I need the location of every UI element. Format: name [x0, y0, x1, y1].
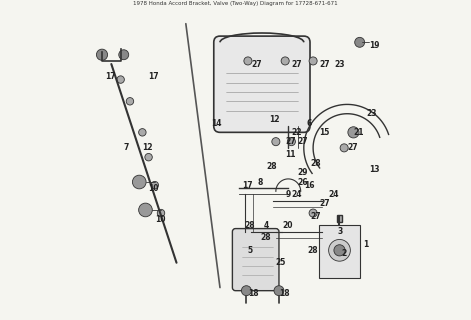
Text: 15: 15 — [319, 128, 330, 137]
Circle shape — [348, 127, 359, 138]
Circle shape — [340, 144, 348, 152]
Text: 19: 19 — [369, 41, 380, 50]
Text: 13: 13 — [369, 165, 380, 174]
Text: 11: 11 — [285, 149, 296, 159]
Text: 28: 28 — [267, 162, 277, 171]
Text: 21: 21 — [353, 128, 364, 137]
Circle shape — [244, 57, 252, 65]
Text: 28: 28 — [307, 246, 317, 255]
Circle shape — [281, 57, 289, 65]
Text: 12: 12 — [142, 143, 153, 152]
Text: 27: 27 — [251, 60, 262, 68]
Text: 2: 2 — [341, 249, 346, 258]
Text: 27: 27 — [347, 143, 358, 152]
Text: 23: 23 — [366, 109, 376, 118]
Text: 26: 26 — [298, 178, 308, 187]
Text: 27: 27 — [319, 199, 330, 208]
Text: 9: 9 — [285, 190, 291, 199]
Circle shape — [132, 175, 146, 189]
Text: 16: 16 — [304, 180, 314, 190]
Text: 17: 17 — [242, 180, 252, 190]
Title: 1978 Honda Accord Bracket, Valve (Two-Way) Diagram for 17728-671-671: 1978 Honda Accord Bracket, Valve (Two-Wa… — [133, 1, 338, 6]
Circle shape — [355, 37, 365, 47]
Circle shape — [334, 245, 345, 256]
Circle shape — [119, 50, 129, 60]
Circle shape — [138, 129, 146, 136]
Circle shape — [287, 138, 295, 146]
Bar — [319, 226, 360, 278]
Circle shape — [126, 98, 134, 105]
Circle shape — [329, 239, 350, 261]
Text: 1: 1 — [363, 240, 368, 249]
Text: 24: 24 — [292, 190, 302, 199]
Circle shape — [242, 286, 252, 296]
Text: 7: 7 — [124, 143, 129, 152]
Text: 5: 5 — [248, 246, 253, 255]
Text: 10: 10 — [155, 215, 165, 224]
Text: 18: 18 — [279, 289, 290, 298]
Text: 27: 27 — [285, 137, 296, 146]
Bar — [337, 215, 341, 222]
Circle shape — [272, 138, 280, 146]
Text: 24: 24 — [329, 190, 339, 199]
Text: 28: 28 — [260, 233, 271, 242]
Text: 10: 10 — [148, 184, 159, 193]
Text: 25: 25 — [276, 258, 286, 267]
Text: 29: 29 — [298, 168, 308, 177]
Circle shape — [145, 154, 152, 161]
Circle shape — [309, 209, 317, 217]
Text: 27: 27 — [319, 60, 330, 68]
Text: 17: 17 — [105, 72, 116, 81]
Text: 20: 20 — [282, 221, 292, 230]
Circle shape — [97, 49, 107, 60]
Text: 28: 28 — [245, 221, 255, 230]
FancyBboxPatch shape — [232, 228, 279, 291]
Circle shape — [157, 209, 165, 217]
Text: 27: 27 — [310, 212, 321, 221]
Text: 22: 22 — [292, 128, 302, 137]
Text: 23: 23 — [335, 60, 345, 68]
Text: 12: 12 — [270, 116, 280, 124]
FancyBboxPatch shape — [214, 36, 310, 132]
Text: 8: 8 — [257, 178, 263, 187]
Text: 14: 14 — [211, 118, 221, 128]
Text: 4: 4 — [263, 221, 268, 230]
Text: 18: 18 — [248, 289, 259, 298]
Text: 28: 28 — [310, 159, 321, 168]
Circle shape — [274, 286, 284, 296]
Text: 27: 27 — [292, 60, 302, 68]
Circle shape — [138, 203, 152, 217]
Text: 17: 17 — [148, 72, 159, 81]
Text: 3: 3 — [338, 227, 343, 236]
Circle shape — [151, 181, 159, 189]
Circle shape — [117, 76, 124, 83]
Text: 6: 6 — [307, 118, 312, 128]
Text: 27: 27 — [298, 137, 308, 146]
Circle shape — [309, 57, 317, 65]
